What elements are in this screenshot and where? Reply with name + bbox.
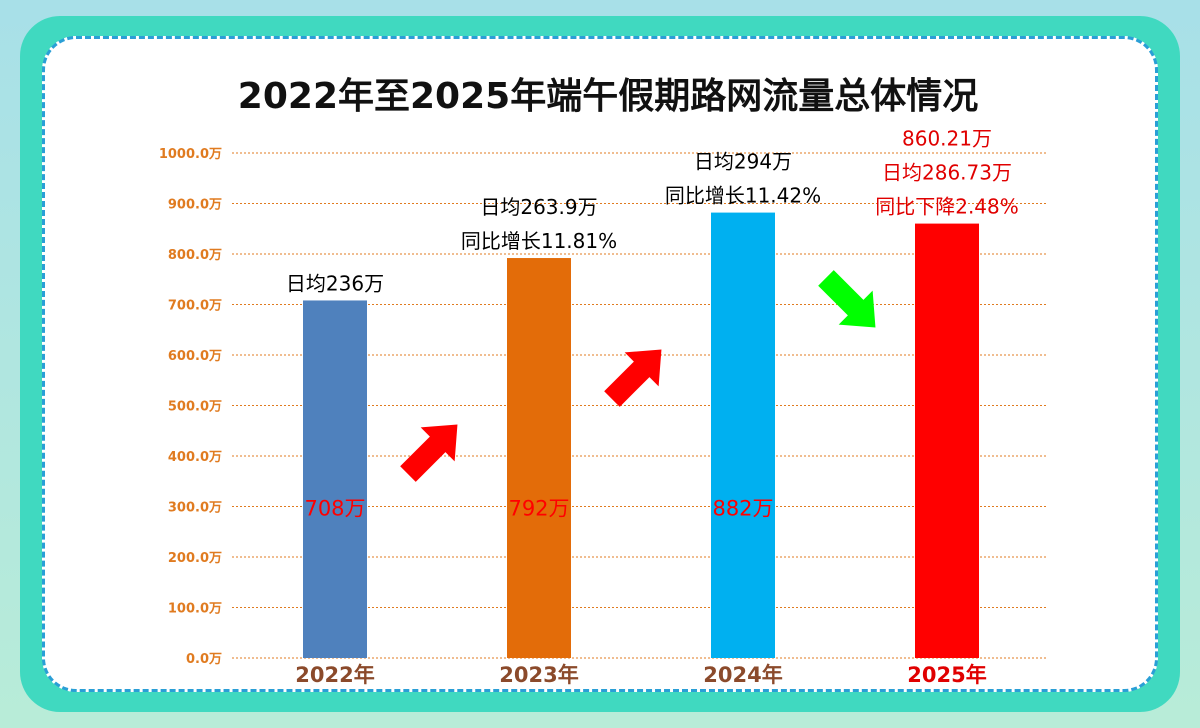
y-tick-label: 900.0万 — [168, 198, 222, 213]
y-tick-label: 600.0万 — [168, 349, 222, 364]
y-tick-label: 300.0万 — [168, 501, 222, 516]
annotation-label: 同比增长11.42% — [665, 184, 821, 208]
bar — [711, 212, 775, 658]
value-label: 792万 — [508, 497, 569, 521]
up-arrow-icon — [604, 349, 662, 407]
bars — [303, 212, 979, 659]
bar — [303, 300, 367, 658]
y-tick-label: 500.0万 — [168, 400, 222, 415]
x-category-label: 2025年 — [907, 663, 986, 687]
annotation-label: 同比增长11.81% — [461, 229, 617, 253]
value-label: 882万 — [712, 497, 773, 521]
x-category-label: 2023年 — [499, 663, 578, 687]
up-arrow-icon — [400, 424, 458, 482]
annotation-label: 860.21万 — [902, 127, 992, 151]
value-label: 708万 — [304, 497, 365, 521]
annotation-label: 日均286.73万 — [882, 161, 1012, 185]
y-tick-label: 0.0万 — [186, 652, 222, 667]
down-arrow-icon — [818, 270, 876, 328]
bar — [507, 258, 571, 658]
bar — [915, 223, 979, 659]
x-category-label: 2024年 — [703, 663, 782, 687]
y-tick-label: 200.0万 — [168, 551, 222, 566]
x-category-label: 2022年 — [295, 663, 374, 687]
y-tick-label: 700.0万 — [168, 299, 222, 314]
chart-title: 2022年至2025年端午假期路网流量总体情况 — [238, 76, 978, 117]
annotation-label: 日均236万 — [286, 271, 384, 295]
annotation-label: 日均263.9万 — [480, 195, 597, 219]
trend-arrows — [400, 270, 876, 482]
y-tick-label: 400.0万 — [168, 450, 222, 465]
annotation-label: 同比下降2.48% — [875, 195, 1019, 219]
annotation-label: 日均294万 — [694, 150, 792, 174]
y-axis: 0.0万 100.0万 200.0万 300.0万 400.0万 500.0万 600.0万… — [159, 147, 222, 667]
y-tick-label: 800.0万 — [168, 248, 222, 263]
y-tick-label: 1000.0万 — [159, 147, 222, 162]
y-tick-label: 100.0万 — [168, 602, 222, 617]
x-axis: 2022年 2023年 2024年 2025年 — [295, 663, 986, 687]
